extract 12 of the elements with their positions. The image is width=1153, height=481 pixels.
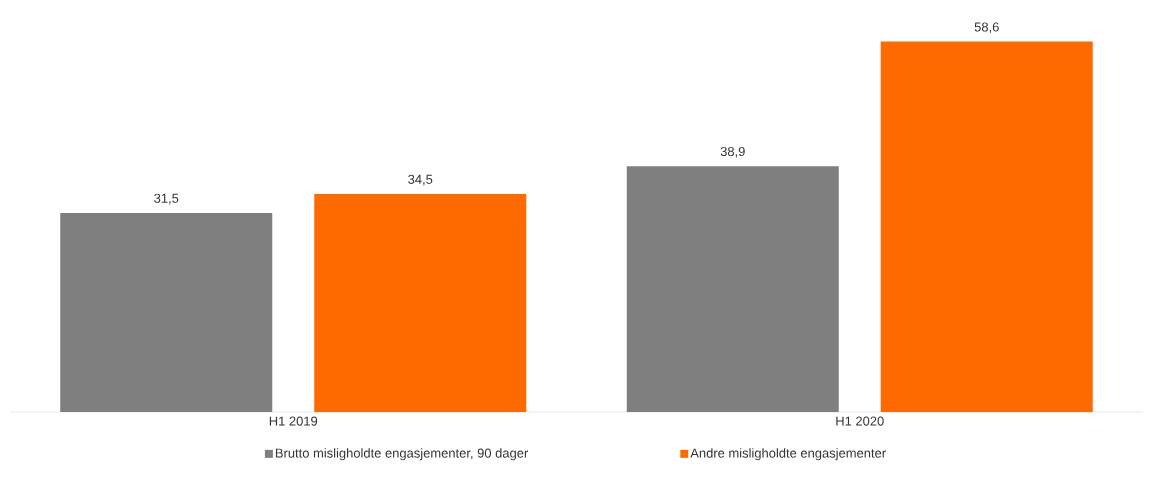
legend-label: Andre misligholdte engasjementer	[690, 448, 886, 461]
bar	[314, 193, 527, 412]
x-tick-label: H1 2020	[836, 416, 884, 426]
bar	[626, 166, 839, 412]
data-label: 58,6	[974, 22, 999, 34]
legend-label: Brutto misligholdte engasjementer, 90 dager	[275, 448, 529, 461]
data-label: 31,5	[154, 193, 179, 205]
data-label: 34,5	[408, 174, 433, 186]
x-tick-label: H1 2019	[269, 416, 318, 426]
data-label: 38,9	[720, 146, 745, 158]
bar	[60, 212, 273, 412]
bar	[880, 41, 1093, 412]
